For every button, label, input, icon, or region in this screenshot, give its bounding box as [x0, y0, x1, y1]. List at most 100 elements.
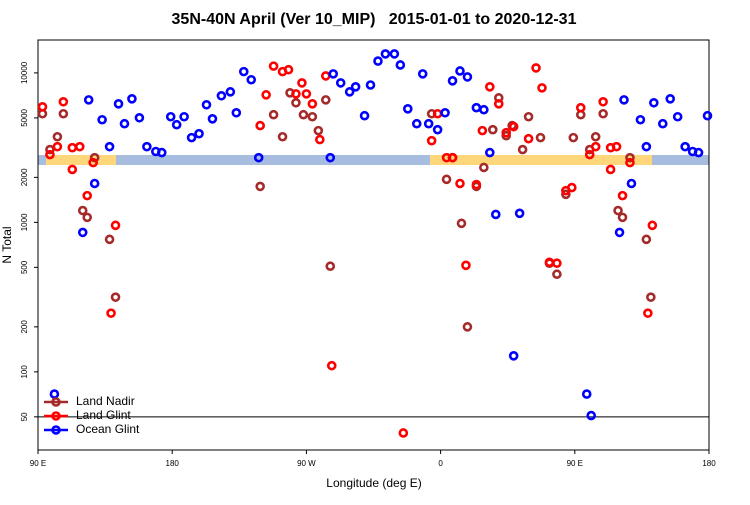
point	[104, 141, 115, 152]
point	[508, 121, 519, 132]
point	[246, 74, 257, 85]
point	[325, 152, 336, 163]
plot-frame	[37, 39, 710, 451]
point	[635, 114, 646, 125]
point	[313, 125, 324, 136]
point	[291, 89, 301, 99]
point	[225, 87, 236, 97]
legend-label: Land Glint	[76, 408, 131, 422]
point	[479, 162, 489, 173]
point	[649, 97, 659, 108]
point	[216, 90, 227, 101]
band-ocean	[652, 155, 709, 165]
point	[104, 234, 115, 245]
x-tick-label: 180	[166, 459, 180, 468]
point	[447, 76, 458, 86]
point	[665, 94, 676, 104]
point	[586, 410, 597, 421]
point	[365, 80, 376, 90]
point	[398, 428, 409, 438]
point	[307, 111, 318, 122]
point	[83, 95, 94, 105]
point	[617, 212, 628, 223]
point	[201, 99, 212, 110]
point	[626, 178, 637, 189]
point	[301, 89, 312, 99]
point	[455, 178, 465, 189]
point	[493, 99, 504, 109]
point	[171, 119, 182, 130]
chart-title: 35N-40N April (Ver 10_MIP) 2015-01-01 to…	[172, 11, 577, 28]
point	[537, 83, 547, 93]
point	[598, 96, 608, 107]
point	[142, 141, 152, 152]
y-tick-label: 100	[20, 365, 29, 379]
point	[298, 109, 309, 120]
point	[485, 147, 495, 158]
series	[37, 87, 656, 332]
point	[113, 99, 124, 109]
point	[380, 49, 391, 59]
point	[82, 190, 93, 201]
point	[605, 164, 616, 175]
point	[106, 308, 116, 318]
point	[326, 360, 337, 371]
point	[325, 261, 336, 272]
point	[479, 104, 489, 115]
point	[598, 108, 608, 119]
y-axis-label: N Total	[0, 226, 14, 263]
point	[373, 56, 383, 66]
point	[462, 322, 473, 332]
legend-label: Ocean Glint	[76, 422, 140, 436]
point	[283, 64, 294, 75]
point	[423, 118, 434, 129]
point	[614, 227, 625, 238]
point	[575, 102, 586, 113]
x-tick-label: 90 E	[567, 459, 583, 468]
point	[89, 178, 100, 189]
point	[590, 141, 601, 152]
point	[291, 97, 301, 108]
point	[680, 141, 690, 152]
point	[552, 269, 562, 280]
point	[344, 87, 355, 97]
point	[567, 182, 577, 193]
point	[119, 118, 130, 129]
point	[231, 107, 242, 118]
point	[389, 49, 400, 59]
y-tick-label: 5000	[20, 108, 29, 126]
y-tick-label: 1000	[20, 213, 29, 231]
point	[657, 118, 668, 129]
point	[672, 111, 683, 122]
point	[552, 258, 562, 269]
point	[523, 111, 534, 122]
point	[619, 95, 629, 105]
point	[110, 220, 121, 231]
point	[307, 99, 318, 109]
density-band	[38, 155, 709, 165]
point	[261, 90, 271, 100]
y-tick-label: 10000	[20, 61, 29, 84]
point	[517, 144, 528, 155]
point	[165, 111, 176, 122]
point	[625, 152, 635, 163]
point	[613, 205, 623, 216]
point	[561, 189, 571, 200]
point	[641, 234, 652, 245]
point	[395, 60, 406, 70]
point	[402, 104, 413, 114]
legend-marker	[51, 425, 61, 435]
band-ocean	[116, 155, 430, 165]
point	[641, 141, 652, 152]
point	[238, 66, 249, 77]
band-ocean	[38, 155, 46, 165]
point	[255, 120, 265, 131]
legend-label: Land Nadir	[76, 394, 135, 408]
series	[49, 49, 713, 421]
legend-marker	[51, 411, 61, 421]
point	[531, 63, 541, 73]
point	[702, 110, 713, 121]
point	[535, 132, 546, 143]
point	[315, 134, 325, 145]
point	[514, 208, 525, 219]
